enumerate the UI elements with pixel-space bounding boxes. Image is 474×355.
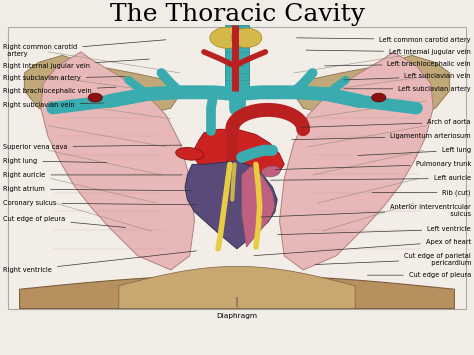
Polygon shape	[280, 52, 433, 270]
Text: Left common carotid artery: Left common carotid artery	[297, 37, 471, 43]
Text: Right atrium: Right atrium	[3, 186, 191, 192]
Text: Arch of aorta: Arch of aorta	[301, 119, 471, 127]
Polygon shape	[194, 129, 284, 175]
Text: Left subclavian vein: Left subclavian vein	[344, 73, 471, 80]
Polygon shape	[242, 166, 275, 247]
Text: Cut edge of pleura: Cut edge of pleura	[3, 216, 126, 228]
Text: Cut edge of pleura: Cut edge of pleura	[367, 272, 471, 278]
Text: Left lung: Left lung	[358, 147, 471, 155]
Text: Superior vena cava: Superior vena cava	[3, 144, 182, 150]
Text: Right auricle: Right auricle	[3, 172, 182, 178]
Polygon shape	[24, 55, 180, 119]
Polygon shape	[225, 26, 249, 91]
Text: Apex of heart: Apex of heart	[254, 239, 471, 256]
Text: Ligamentum arteriosum: Ligamentum arteriosum	[292, 133, 471, 140]
Text: Anterior interventricular
  sulcus: Anterior interventricular sulcus	[261, 204, 471, 217]
Text: Left ventricle: Left ventricle	[278, 226, 471, 235]
Text: Right internal jugular vein: Right internal jugular vein	[3, 59, 149, 69]
Text: Right subclavian artery: Right subclavian artery	[3, 75, 126, 81]
Text: Right lung: Right lung	[3, 158, 107, 164]
Text: Left subclavian artery: Left subclavian artery	[344, 86, 471, 92]
Text: Left internal jugular vein: Left internal jugular vein	[306, 49, 471, 55]
Polygon shape	[19, 275, 455, 308]
Text: Cut edge of parietal
  pericardium: Cut edge of parietal pericardium	[315, 253, 471, 266]
Ellipse shape	[372, 93, 386, 102]
Text: Right common carotid
  artery: Right common carotid artery	[3, 40, 166, 56]
Ellipse shape	[210, 27, 245, 48]
Text: Right ventricle: Right ventricle	[3, 251, 196, 273]
Polygon shape	[41, 52, 194, 270]
Text: Pulmonary trunk: Pulmonary trunk	[275, 162, 471, 170]
Text: Coronary sulcus: Coronary sulcus	[3, 200, 196, 206]
Ellipse shape	[176, 148, 204, 160]
Text: The Thoracic Cavity: The Thoracic Cavity	[109, 4, 365, 26]
Polygon shape	[119, 266, 355, 308]
Polygon shape	[294, 55, 450, 119]
Text: Left auricle: Left auricle	[271, 175, 471, 181]
Text: Right subclavian vein: Right subclavian vein	[3, 102, 104, 108]
Text: Rib (cut): Rib (cut)	[372, 189, 471, 196]
Ellipse shape	[88, 93, 102, 102]
Ellipse shape	[231, 28, 262, 48]
Ellipse shape	[262, 166, 280, 177]
Text: Diaphragm: Diaphragm	[217, 297, 257, 319]
Text: Right brachiocephalic vein: Right brachiocephalic vein	[3, 87, 116, 94]
Polygon shape	[185, 161, 277, 249]
FancyBboxPatch shape	[8, 27, 466, 308]
Text: Left brachiocephalic vein: Left brachiocephalic vein	[325, 61, 471, 67]
